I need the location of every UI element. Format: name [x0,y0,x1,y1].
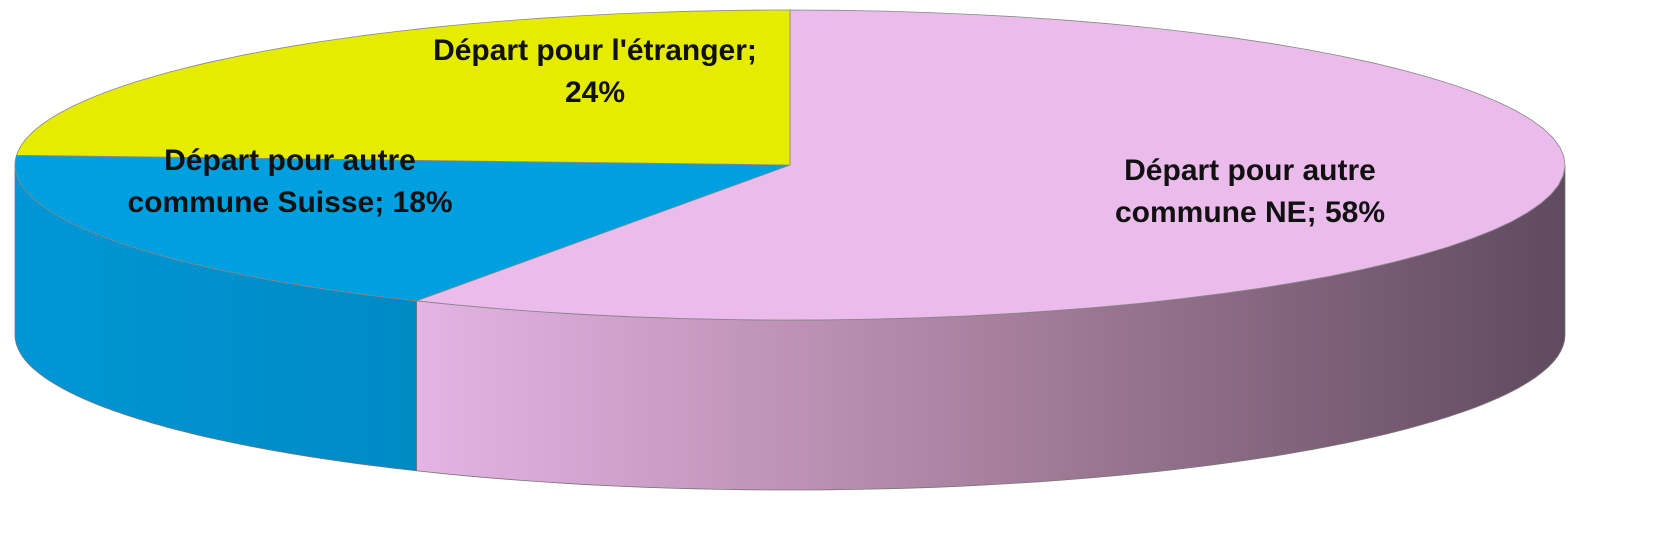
data-label-box: Départ pour l'étranger; 24% [433,34,757,109]
data-label: Départ pour autre commune NE; 58% [1114,154,1386,229]
data-label: Départ pour autre commune Suisse; 18% [127,144,453,219]
data-label-box: Départ pour autre commune Suisse; 18% [127,144,453,219]
slice [14,154,791,302]
data-label-box: Départ pour autre commune NE; 58% [1114,154,1386,229]
slice [15,9,791,166]
data-label: Départ pour l'étranger; 24% [433,34,757,109]
slice [416,9,1566,321]
